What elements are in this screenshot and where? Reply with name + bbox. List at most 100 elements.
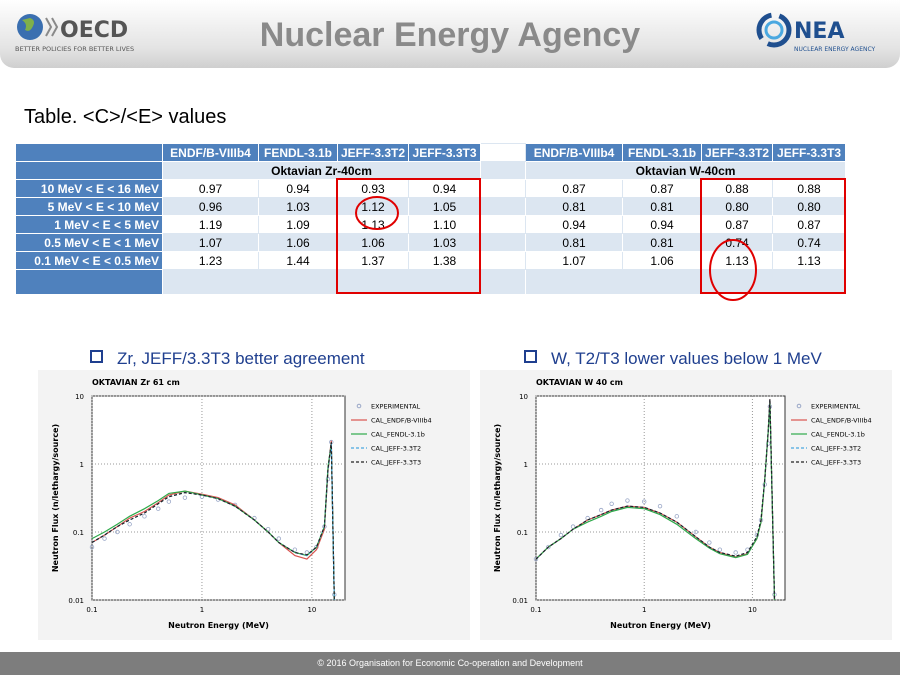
table-cell — [480, 179, 527, 198]
table-cell: 1.10 — [408, 215, 482, 234]
table-row: Oktavian Zr-40cm Oktavian W-40cm — [15, 161, 847, 180]
data-point — [102, 536, 107, 541]
plot-area — [535, 395, 786, 601]
legend-label: CAL_FENDL-3.1b — [811, 431, 865, 439]
table-cell: 0.87 — [701, 215, 774, 234]
data-point — [609, 501, 614, 506]
table-cell — [480, 143, 527, 162]
data-point — [115, 529, 120, 535]
table-cell: JEFF-3.3T3 — [772, 143, 847, 162]
table-cell: 0.94 — [258, 179, 338, 198]
table-cell — [525, 269, 847, 295]
nea-ring — [756, 12, 792, 48]
table-cell: 0.1 MeV < E < 0.5 MeV — [15, 251, 163, 270]
table-cell: 0.80 — [772, 197, 847, 216]
data-point — [674, 514, 679, 519]
table-cell: 0.88 — [701, 179, 774, 198]
data-point — [546, 544, 551, 550]
table-cell — [480, 269, 527, 295]
series-line — [91, 440, 335, 601]
table-cell: 1.13 — [701, 251, 774, 270]
series-line — [91, 443, 335, 601]
data-point — [766, 441, 771, 446]
nea-subtitle: NUCLEAR ENERGY AGENCY — [794, 46, 876, 53]
table-cell — [15, 143, 163, 162]
x-tick-label: 1 — [200, 606, 204, 614]
results-table: ENDF/B-VIIIb4 FENDL-3.1b JEFF-3.3T2 JEFF-3.… — [15, 143, 847, 295]
legend-label: CAL_ENDF/B-VIIIb4 — [371, 417, 432, 425]
table-cell — [480, 197, 527, 216]
table-cell: JEFF-3.3T2 — [336, 143, 410, 162]
y-axis-label: Neutron Flux (n/lethargy/source) — [493, 424, 502, 572]
table-cell: 1.37 — [336, 251, 410, 270]
data-point — [166, 499, 172, 504]
table-cell: 0.74 — [772, 233, 847, 252]
footer: © 2016 Organisation for Economic Co-oper… — [0, 652, 900, 675]
bullet: W, T2/T3 lower values below 1 MeV — [524, 349, 822, 369]
legend-label: CAL_JEFF-3.3T3 — [811, 459, 861, 467]
header-band — [0, 0, 900, 68]
table-cell: 1.12 — [336, 197, 410, 216]
table-cell: 0.94 — [622, 215, 703, 234]
x-axis-label: Neutron Energy (MeV) — [168, 621, 269, 630]
table-cell: 0.81 — [622, 197, 703, 216]
x-tick-label: 10 — [307, 606, 316, 614]
table-cell: 1.03 — [258, 197, 338, 216]
legend-label: EXPERIMENTAL — [371, 403, 421, 411]
table-cell: FENDL-3.1b — [622, 143, 703, 162]
table-cell — [480, 215, 527, 234]
data-point — [127, 522, 132, 527]
data-point — [717, 547, 723, 552]
table-cell: 1.23 — [162, 251, 259, 270]
chevrons — [45, 17, 59, 37]
table-cell: 1.06 — [622, 251, 703, 270]
y-axis-label: Neutron Flux (n/lethargy/source) — [51, 424, 60, 572]
nea-text: NEA — [794, 19, 844, 44]
x-tick-label: 10 — [748, 606, 757, 614]
table-row: 0.5 MeV < E < 1 MeV 1.07 1.06 1.06 1.03 0.81 0… — [15, 233, 847, 252]
data-point — [693, 529, 699, 535]
legend-label: CAL_ENDF/B-VIIIb4 — [811, 417, 872, 425]
table-cell — [15, 269, 163, 295]
table-cell: 0.81 — [525, 197, 624, 216]
table-cell: 10 MeV < E < 16 MeV — [15, 179, 163, 198]
x-tick-label: 1 — [642, 606, 646, 614]
y-tick-label: 0.01 — [68, 597, 84, 605]
table-cell — [480, 233, 527, 252]
table-caption: Table. <C>/<E> values — [24, 106, 227, 128]
data-point — [625, 498, 630, 503]
bullet: Zr, JEFF/3.3T3 better agreement — [90, 349, 365, 369]
series-line — [535, 399, 776, 601]
page-title: Nuclear Energy Agency — [259, 16, 641, 54]
table-cell: 1.05 — [408, 197, 482, 216]
table-cell: 0.96 — [162, 197, 259, 216]
globe-land — [22, 18, 34, 31]
data-point — [155, 506, 161, 511]
y-tick-label: 10 — [519, 393, 528, 401]
y-tick-label: 1 — [80, 461, 84, 469]
data-point — [642, 499, 647, 504]
legend-label: CAL_JEFF-3.3T2 — [371, 445, 421, 453]
table-cell: 1 MeV < E < 5 MeV — [15, 215, 163, 234]
table-cell: 1.09 — [258, 215, 338, 234]
data-point — [182, 495, 188, 500]
table-cell: 0.94 — [408, 179, 482, 198]
table-cell — [480, 251, 527, 270]
legend-label: EXPERIMENTAL — [811, 403, 861, 411]
table-cell: 1.38 — [408, 251, 482, 270]
table-cell: ENDF/B-VIIIb4 — [162, 143, 259, 162]
table-cell: 0.81 — [525, 233, 624, 252]
bullet-text: W, T2/T3 lower values below 1 MeV — [551, 349, 822, 368]
x-tick-label: 0.1 — [86, 606, 97, 614]
legend-marker — [356, 403, 362, 409]
table-row: 5 MeV < E < 10 MeV 0.96 1.03 1.12 1.05 0.81 0.… — [15, 197, 847, 216]
y-tick-label: 1 — [524, 461, 528, 469]
bullet-icon — [90, 350, 103, 363]
nea-ring-inner — [764, 20, 784, 40]
table-row: 0.1 MeV < E < 0.5 MeV 1.23 1.44 1.37 1.38 1.0… — [15, 251, 847, 270]
data-point — [292, 547, 298, 552]
table-cell: 0.80 — [701, 197, 774, 216]
oecd-logo: OECD BETTER POLICIES FOR BETTER LIVES — [15, 14, 134, 53]
table-cell: 1.07 — [525, 251, 624, 270]
